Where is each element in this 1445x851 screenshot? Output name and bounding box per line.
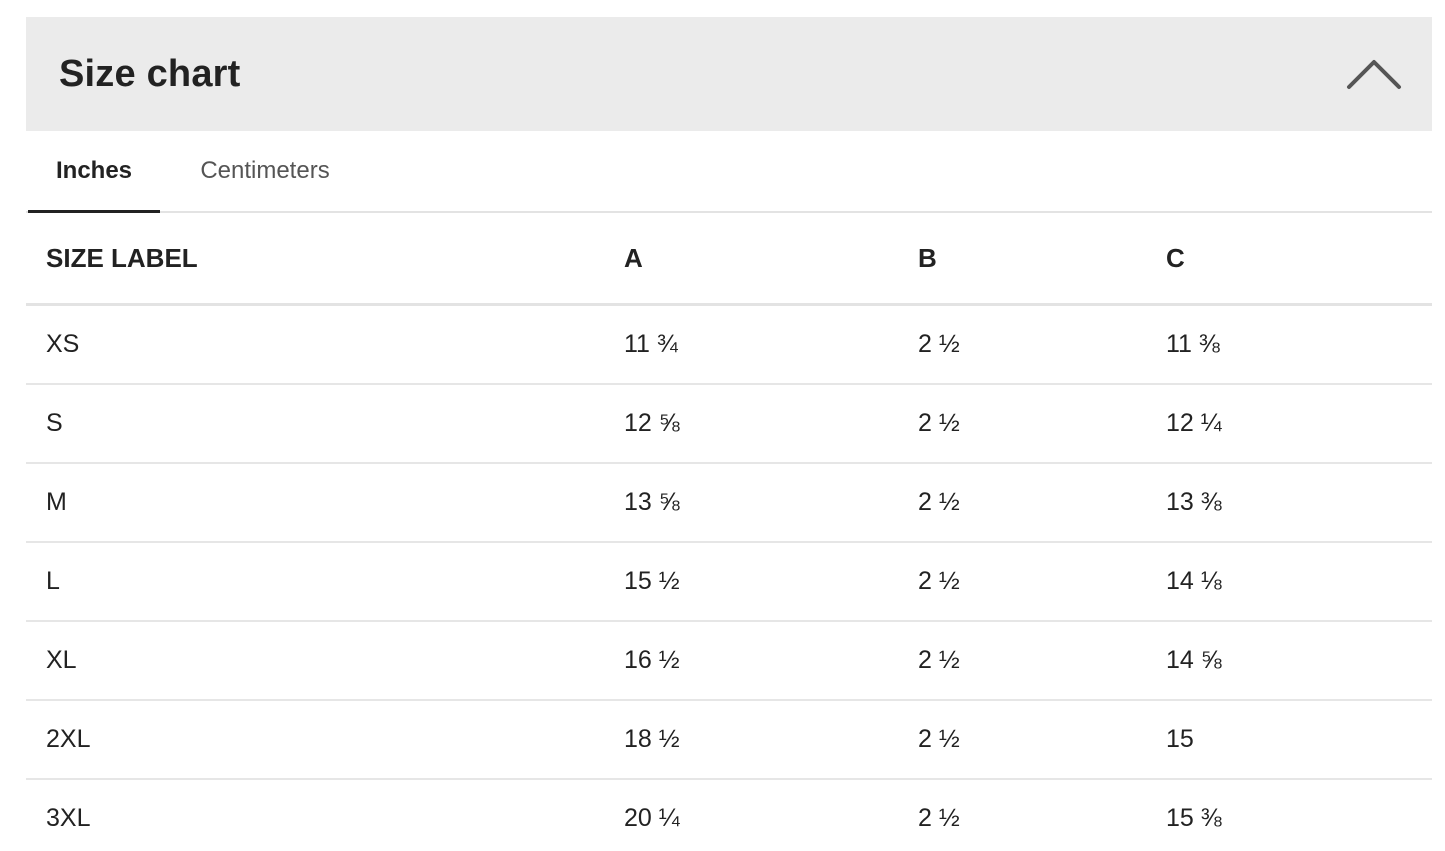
cell-b: 2 ½ (918, 621, 1166, 701)
cell-c: 14 ⅛ (1166, 542, 1432, 622)
column-header-a: A (624, 213, 918, 306)
cell-b: 2 ½ (918, 384, 1166, 464)
cell-b: 2 ½ (918, 304, 1166, 385)
cell-size: XS (26, 304, 624, 385)
size-chart-header[interactable]: Size chart (26, 17, 1432, 131)
cell-b: 2 ½ (918, 700, 1166, 780)
chevron-up-icon[interactable] (1346, 57, 1402, 91)
cell-a: 15 ½ (624, 542, 918, 622)
size-chart-title: Size chart (59, 52, 241, 95)
cell-size: 3XL (26, 779, 624, 851)
table-row: XS 11 ¾ 2 ½ 11 ⅜ (26, 304, 1432, 385)
cell-size: XL (26, 621, 624, 701)
cell-size: S (26, 384, 624, 464)
table-row: M 13 ⅝ 2 ½ 13 ⅜ (26, 463, 1432, 543)
cell-c: 12 ¼ (1166, 384, 1432, 464)
table-header-row: SIZE LABEL A B C (26, 213, 1432, 306)
table-row: 2XL 18 ½ 2 ½ 15 (26, 700, 1432, 780)
size-table: SIZE LABEL A B C XS 11 ¾ 2 ½ 11 ⅜ S 12 ⅝… (26, 213, 1432, 851)
cell-a: 12 ⅝ (624, 384, 918, 464)
cell-b: 2 ½ (918, 542, 1166, 622)
table-row: S 12 ⅝ 2 ½ 12 ¼ (26, 384, 1432, 464)
cell-a: 20 ¼ (624, 779, 918, 851)
cell-c: 14 ⅝ (1166, 621, 1432, 701)
cell-b: 2 ½ (918, 463, 1166, 543)
cell-a: 18 ½ (624, 700, 918, 780)
tab-centimeters[interactable]: Centimeters (200, 157, 330, 184)
cell-c: 11 ⅜ (1166, 304, 1432, 385)
cell-a: 16 ½ (624, 621, 918, 701)
column-header-b: B (918, 213, 1166, 306)
cell-a: 11 ¾ (624, 304, 918, 385)
cell-size: M (26, 463, 624, 543)
tab-inches[interactable]: Inches (28, 131, 160, 213)
table-row: 3XL 20 ¼ 2 ½ 15 ⅜ (26, 779, 1432, 851)
cell-size: 2XL (26, 700, 624, 780)
table-row: L 15 ½ 2 ½ 14 ⅛ (26, 542, 1432, 622)
column-header-c: C (1166, 213, 1432, 306)
column-header-size-label: SIZE LABEL (26, 213, 624, 306)
table-row: XL 16 ½ 2 ½ 14 ⅝ (26, 621, 1432, 701)
unit-tabs: Inches Centimeters (26, 131, 1432, 213)
cell-c: 13 ⅜ (1166, 463, 1432, 543)
cell-b: 2 ½ (918, 779, 1166, 851)
cell-c: 15 (1166, 700, 1432, 780)
size-chart-panel: Size chart Inches Centimeters SIZE LABEL… (26, 17, 1432, 851)
cell-a: 13 ⅝ (624, 463, 918, 543)
cell-size: L (26, 542, 624, 622)
cell-c: 15 ⅜ (1166, 779, 1432, 851)
